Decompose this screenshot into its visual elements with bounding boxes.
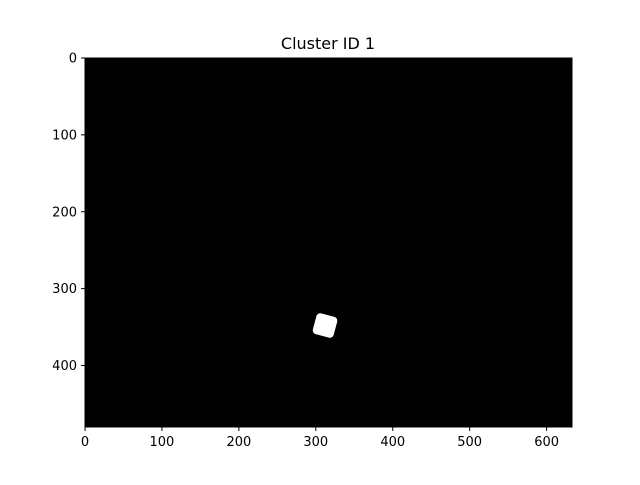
x-tick-label: 100: [150, 435, 175, 450]
x-tick-label: 500: [457, 435, 482, 450]
x-tick-label: 0: [81, 435, 89, 450]
image-region-layer: [312, 313, 338, 338]
x-tick-label: 600: [534, 435, 559, 450]
chart-title: Cluster ID 1: [281, 34, 375, 53]
x-tick-label: 400: [380, 435, 405, 450]
y-tick-label: 0: [69, 52, 77, 67]
y-tick-label: 300: [52, 282, 77, 297]
y-tick-label: 100: [52, 128, 77, 143]
y-tick-label: 200: [52, 205, 77, 220]
plot-frame: [84, 57, 573, 428]
cluster-region: [312, 313, 338, 338]
x-tick-label: 200: [226, 435, 251, 450]
x-axis: 0 100 200 300 400 500 600: [81, 427, 559, 450]
image-background: [85, 58, 572, 427]
y-tick-label: 400: [52, 359, 77, 374]
x-tick-label: 300: [303, 435, 328, 450]
y-axis: 0 100 200 300 400: [52, 52, 85, 374]
